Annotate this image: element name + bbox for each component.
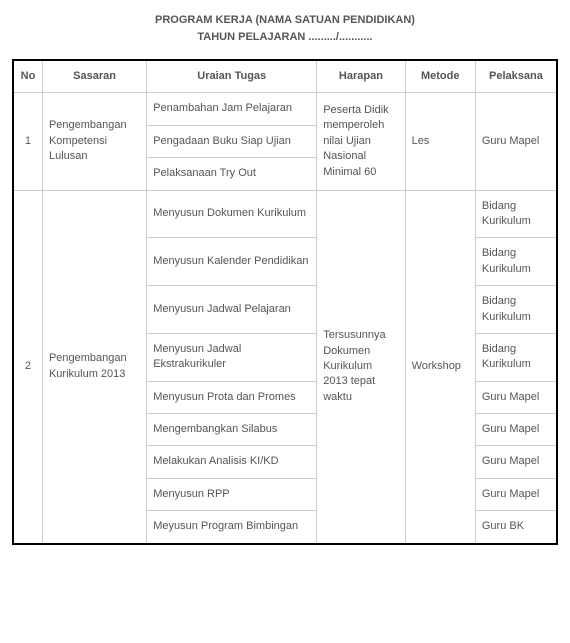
cell-metode: Les [405,93,475,190]
cell-pelaksana: Bidang Kurikulum [475,190,557,238]
cell-uraian: Penambahan Jam Pelajaran [147,93,317,125]
header-sasaran: Sasaran [42,60,146,93]
cell-pelaksana: Bidang Kurikulum [475,238,557,286]
cell-harapan: Peserta Didik memperoleh nilai Ujian Nas… [317,93,405,190]
cell-uraian: Pelaksanaan Try Out [147,158,317,190]
cell-no: 1 [13,93,42,190]
cell-pelaksana: Guru Mapel [475,478,557,510]
cell-harapan: Tersusunnya Dokumen Kurikulum 2013 tepat… [317,190,405,544]
cell-uraian: Menyusun Kalender Pendidikan [147,238,317,286]
cell-pelaksana: Guru Mapel [475,93,557,190]
cell-pelaksana: Bidang Kurikulum [475,333,557,381]
page-title: PROGRAM KERJA (NAMA SATUAN PENDIDIKAN) T… [12,12,558,45]
header-no: No [13,60,42,93]
work-program-table: No Sasaran Uraian Tugas Harapan Metode P… [12,59,558,545]
cell-uraian: Menyusun Jadwal Pelajaran [147,286,317,334]
cell-uraian: Pengadaan Buku Siap Ujian [147,125,317,157]
cell-sasaran: Pengembangan Kompetensi Lulusan [42,93,146,190]
table-row: 1 Pengembangan Kompetensi Lulusan Penamb… [13,93,557,125]
title-line-2: TAHUN PELAJARAN ........./........... [12,29,558,46]
cell-pelaksana: Guru Mapel [475,381,557,413]
title-line-1: PROGRAM KERJA (NAMA SATUAN PENDIDIKAN) [12,12,558,29]
header-pelaksana: Pelaksana [475,60,557,93]
cell-uraian: Melakukan Analisis KI/KD [147,446,317,478]
cell-no: 2 [13,190,42,544]
cell-pelaksana: Bidang Kurikulum [475,286,557,334]
cell-sasaran: Pengembangan Kurikulum 2013 [42,190,146,544]
header-uraian: Uraian Tugas [147,60,317,93]
cell-uraian: Menyusun Prota dan Promes [147,381,317,413]
table-row: 2 Pengembangan Kurikulum 2013 Menyusun D… [13,190,557,238]
cell-pelaksana: Guru BK [475,511,557,544]
cell-uraian: Mengembangkan Silabus [147,414,317,446]
cell-uraian: Menyusun RPP [147,478,317,510]
cell-uraian: Menyusun Jadwal Ekstrakurikuler [147,333,317,381]
cell-uraian: Menyusun Dokumen Kurikulum [147,190,317,238]
cell-uraian: Meyusun Program Bimbingan [147,511,317,544]
cell-pelaksana: Guru Mapel [475,446,557,478]
header-harapan: Harapan [317,60,405,93]
header-metode: Metode [405,60,475,93]
cell-pelaksana: Guru Mapel [475,414,557,446]
table-header-row: No Sasaran Uraian Tugas Harapan Metode P… [13,60,557,93]
cell-metode: Workshop [405,190,475,544]
